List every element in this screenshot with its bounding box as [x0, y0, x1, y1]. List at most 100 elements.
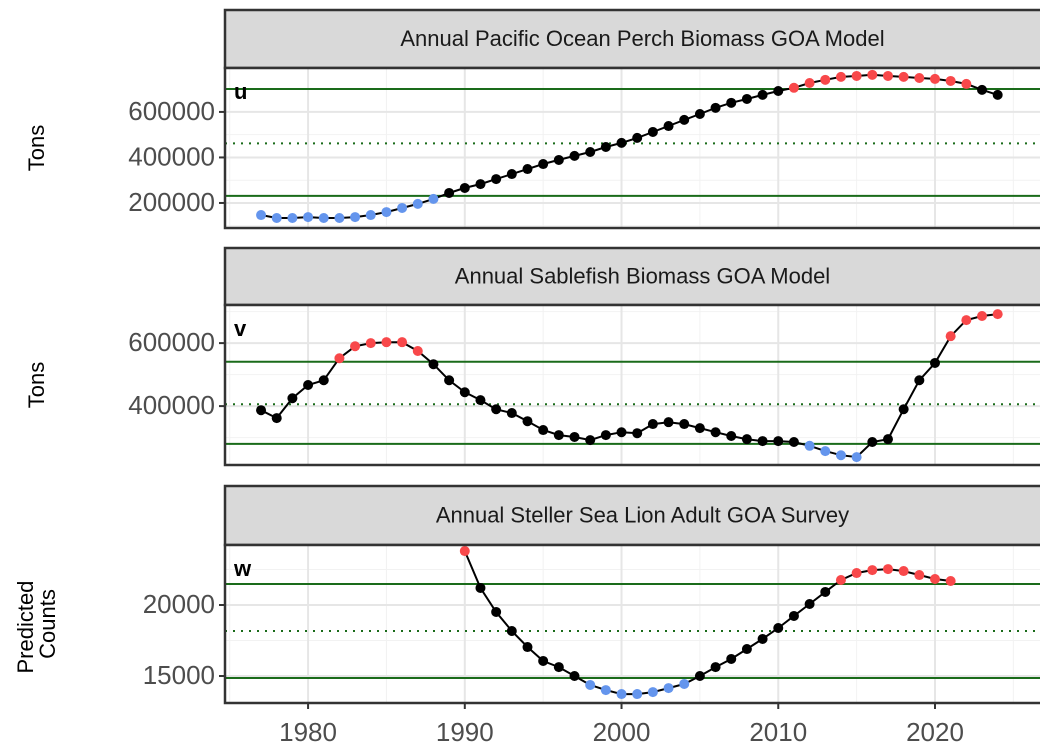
data-point [788, 610, 799, 621]
data-point [397, 337, 408, 348]
data-point [710, 662, 721, 673]
data-point [914, 375, 925, 386]
data-point [381, 207, 392, 218]
y-axis-label-line: Predicted [13, 574, 38, 673]
panel-title: Annual Pacific Ocean Perch Biomass GOA M… [400, 26, 884, 51]
y-tick-label: 600000 [128, 96, 215, 126]
data-point [616, 137, 627, 148]
data-point [428, 193, 439, 204]
x-tick-label: 2010 [749, 717, 807, 747]
data-point [898, 566, 909, 577]
y-axis-label: Tons [24, 362, 49, 408]
data-point [632, 428, 643, 439]
data-point [898, 404, 909, 415]
data-point [647, 126, 658, 137]
data-point [741, 434, 752, 445]
data-point [475, 582, 486, 593]
data-point [820, 586, 831, 597]
data-point [710, 102, 721, 113]
panel-title: Annual Sablefish Biomass GOA Model [455, 263, 830, 288]
x-tick-label: 2020 [906, 717, 964, 747]
data-point [600, 685, 611, 696]
data-point [522, 164, 533, 175]
data-point [444, 187, 455, 198]
y-axis-label-line: Counts [35, 589, 60, 659]
data-point [804, 599, 815, 610]
data-point [741, 93, 752, 104]
x-tick-label: 1980 [279, 717, 337, 747]
data-point [867, 69, 878, 80]
data-point [459, 546, 470, 557]
data-point [679, 678, 690, 689]
data-point [569, 150, 580, 161]
data-point [553, 154, 564, 165]
strip [223, 246, 1040, 307]
data-point [632, 689, 643, 700]
data-point [945, 75, 956, 86]
data-point [475, 179, 486, 190]
data-point [600, 141, 611, 152]
data-point [663, 417, 674, 428]
y-tick-label: 600000 [128, 327, 215, 357]
data-point [365, 338, 376, 349]
data-point [600, 430, 611, 441]
data-point [992, 309, 1003, 320]
data-point [851, 70, 862, 81]
data-point [428, 359, 439, 370]
data-point [961, 315, 972, 326]
data-point [679, 114, 690, 125]
data-point [491, 174, 502, 185]
data-point [256, 405, 267, 416]
data-point [585, 679, 596, 690]
y-tick-label: 20000 [143, 589, 215, 619]
data-point [318, 375, 329, 386]
data-point [882, 434, 893, 445]
data-point [882, 564, 893, 575]
data-point [820, 74, 831, 85]
data-point [882, 70, 893, 81]
data-point [538, 159, 549, 170]
data-point [553, 430, 564, 441]
data-point [694, 108, 705, 119]
data-point [773, 623, 784, 634]
data-point [992, 89, 1003, 100]
data-point [632, 132, 643, 143]
data-point [412, 345, 423, 356]
data-point [287, 212, 298, 223]
panel-label: v [234, 316, 247, 341]
data-point [538, 425, 549, 436]
data-point [663, 683, 674, 694]
data-point [788, 437, 799, 448]
data-point [444, 375, 455, 386]
data-point [804, 78, 815, 89]
data-point [694, 423, 705, 434]
data-point [945, 331, 956, 342]
data-point [491, 404, 502, 415]
data-point [318, 212, 329, 223]
data-point [867, 437, 878, 448]
data-point [710, 427, 721, 438]
y-tick-label: 400000 [128, 141, 215, 171]
data-point [961, 78, 972, 89]
data-point [647, 687, 658, 698]
data-point [287, 393, 298, 404]
data-point [726, 653, 737, 664]
data-point [256, 210, 267, 221]
data-point [350, 341, 361, 352]
y-axis-label: Predicted Counts [13, 574, 60, 673]
data-point [820, 446, 831, 457]
data-point [569, 671, 580, 682]
data-point [788, 82, 799, 93]
data-point [553, 662, 564, 673]
data-point [851, 568, 862, 579]
data-point [585, 435, 596, 446]
data-point [271, 413, 282, 424]
data-point [616, 689, 627, 700]
data-point [804, 440, 815, 451]
data-point [459, 387, 470, 398]
data-point [616, 427, 627, 438]
data-point [334, 212, 345, 223]
data-point [538, 655, 549, 666]
data-point [694, 671, 705, 682]
